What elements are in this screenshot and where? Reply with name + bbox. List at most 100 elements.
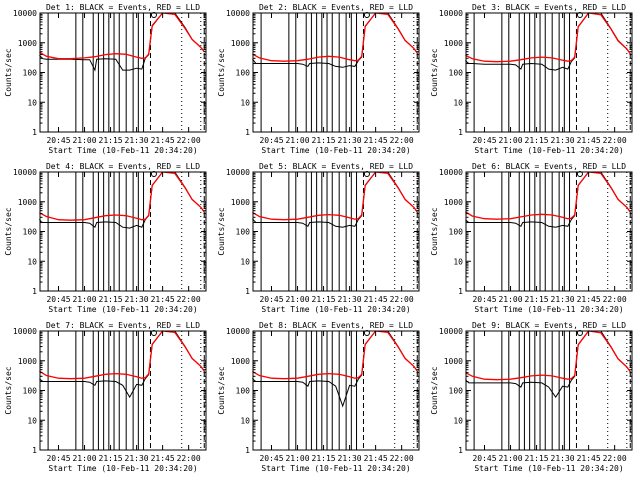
x-tick-label: 21:30 <box>125 454 149 463</box>
x-tick-label: 22:00 <box>177 295 201 304</box>
y-tick-label: 10000 <box>13 9 37 18</box>
events-series-line <box>465 330 631 399</box>
x-tick-label: 21:15 <box>99 454 123 463</box>
plot-frame <box>252 330 420 451</box>
y-axis-label: Counts/sec <box>217 48 226 96</box>
x-tick-label: 21:15 <box>312 136 336 145</box>
x-tick-label: 21:30 <box>551 136 575 145</box>
detector-panel-9: 1 10 100 1000 10000 20:45 21:00 21:15 21:30 21:45… <box>430 321 633 473</box>
x-tick-label: 21:30 <box>551 454 575 463</box>
plot-frame <box>39 330 207 451</box>
y-tick-label: 1 <box>245 128 250 137</box>
y-tick-label: 100 <box>23 228 38 237</box>
x-tick-label: 21:00 <box>498 295 522 304</box>
events-series-line <box>252 330 418 408</box>
x-tick-label: 20:45 <box>259 454 283 463</box>
y-tick-label: 100 <box>236 387 251 396</box>
y-tick-label: 1000 <box>231 39 250 48</box>
x-axis-label: Start Time (10-Feb-11 20:34:20) <box>48 464 197 473</box>
y-tick-label: 100 <box>449 69 464 78</box>
x-tick-label: 22:00 <box>603 454 627 463</box>
x-axis-label: Start Time (10-Feb-11 20:34:20) <box>261 464 410 473</box>
detector-panel-7: 1 10 100 1000 10000 20:45 21:00 21:15 21:30 21:45… <box>4 321 207 473</box>
plot-frame <box>465 12 633 133</box>
x-tick-label: 21:30 <box>125 295 149 304</box>
y-tick-label: 1 <box>458 287 463 296</box>
y-tick-label: 1 <box>32 287 37 296</box>
panel-title: Det 1: BLACK = Events, RED = LLD <box>46 3 200 12</box>
x-tick-label: 21:30 <box>338 295 362 304</box>
lld-series-line <box>252 330 418 380</box>
x-tick-label: 21:30 <box>551 295 575 304</box>
y-tick-label: 10 <box>453 416 463 425</box>
detector-panel-2: 1 10 100 1000 10000 20:45 21:00 21:15 21:30 21:45… <box>217 3 420 155</box>
y-tick-label: 1 <box>458 446 463 455</box>
x-tick-label: 20:45 <box>472 295 496 304</box>
x-tick-label: 21:00 <box>72 454 96 463</box>
plot-frame <box>252 171 420 292</box>
x-tick-label: 22:00 <box>177 136 201 145</box>
x-tick-label: 21:00 <box>72 136 96 145</box>
y-tick-label: 1000 <box>444 357 463 366</box>
x-tick-label: 21:45 <box>577 295 601 304</box>
y-tick-label: 100 <box>23 387 38 396</box>
y-tick-label: 100 <box>236 228 251 237</box>
x-tick-label: 21:45 <box>364 136 388 145</box>
y-axis-label: Counts/sec <box>4 366 13 414</box>
x-tick-label: 20:45 <box>46 454 70 463</box>
x-tick-label: 21:15 <box>99 295 123 304</box>
x-tick-label: 20:45 <box>472 454 496 463</box>
detector-panel-8: 1 10 100 1000 10000 20:45 21:00 21:15 21:30 21:45… <box>217 321 420 473</box>
y-tick-label: 10000 <box>439 9 463 18</box>
y-tick-label: 100 <box>449 228 464 237</box>
y-tick-label: 1000 <box>18 39 37 48</box>
x-tick-label: 21:15 <box>99 136 123 145</box>
x-tick-label: 21:00 <box>72 295 96 304</box>
plot-frame <box>252 12 420 133</box>
x-tick-label: 22:00 <box>390 454 414 463</box>
x-tick-label: 21:00 <box>498 454 522 463</box>
lld-series-line <box>252 171 418 221</box>
y-axis-label: Counts/sec <box>4 207 13 255</box>
y-axis-label: Counts/sec <box>217 207 226 255</box>
lld-series-line <box>465 330 631 381</box>
y-tick-label: 10000 <box>439 327 463 336</box>
y-tick-label: 10 <box>27 257 37 266</box>
x-tick-label: 22:00 <box>603 136 627 145</box>
x-tick-label: 21:45 <box>577 136 601 145</box>
x-axis-label: Start Time (10-Feb-11 20:34:20) <box>261 305 410 314</box>
detector-panel-5: 1 10 100 1000 10000 20:45 21:00 21:15 21:30 21:45… <box>217 162 420 314</box>
x-tick-label: 21:45 <box>364 295 388 304</box>
y-tick-label: 10000 <box>13 168 37 177</box>
lld-series-line <box>39 330 205 380</box>
x-tick-label: 21:30 <box>338 454 362 463</box>
y-tick-label: 1 <box>245 287 250 296</box>
y-tick-label: 1000 <box>231 198 250 207</box>
y-tick-label: 1000 <box>444 198 463 207</box>
y-tick-label: 1 <box>245 446 250 455</box>
x-tick-label: 22:00 <box>390 295 414 304</box>
x-axis-label: Start Time (10-Feb-11 20:34:20) <box>474 464 623 473</box>
events-series-line <box>39 330 205 399</box>
x-tick-label: 22:00 <box>603 295 627 304</box>
panel-title: Det 6: BLACK = Events, RED = LLD <box>472 162 626 171</box>
panel-title: Det 2: BLACK = Events, RED = LLD <box>259 3 413 12</box>
y-tick-label: 1000 <box>444 39 463 48</box>
plot-frame <box>465 171 633 292</box>
y-tick-label: 1 <box>32 446 37 455</box>
x-tick-label: 22:00 <box>390 136 414 145</box>
y-tick-label: 100 <box>449 387 464 396</box>
detector-panel-3: 1 10 100 1000 10000 20:45 21:00 21:15 21:30 21:45… <box>430 3 633 155</box>
lld-series-line <box>465 12 631 63</box>
x-tick-label: 21:30 <box>125 136 149 145</box>
y-tick-label: 10000 <box>226 9 250 18</box>
detector-panel-1: 1 10 100 1000 10000 20:45 21:00 21:15 21:30 21:45… <box>4 3 207 155</box>
lld-series-line <box>39 171 205 221</box>
detector-panel-4: 1 10 100 1000 10000 20:45 21:00 21:15 21:30 21:45… <box>4 162 207 314</box>
y-tick-label: 1000 <box>231 357 250 366</box>
x-axis-label: Start Time (10-Feb-11 20:34:20) <box>474 305 623 314</box>
x-tick-label: 21:15 <box>525 295 549 304</box>
lld-series-line <box>252 12 418 62</box>
